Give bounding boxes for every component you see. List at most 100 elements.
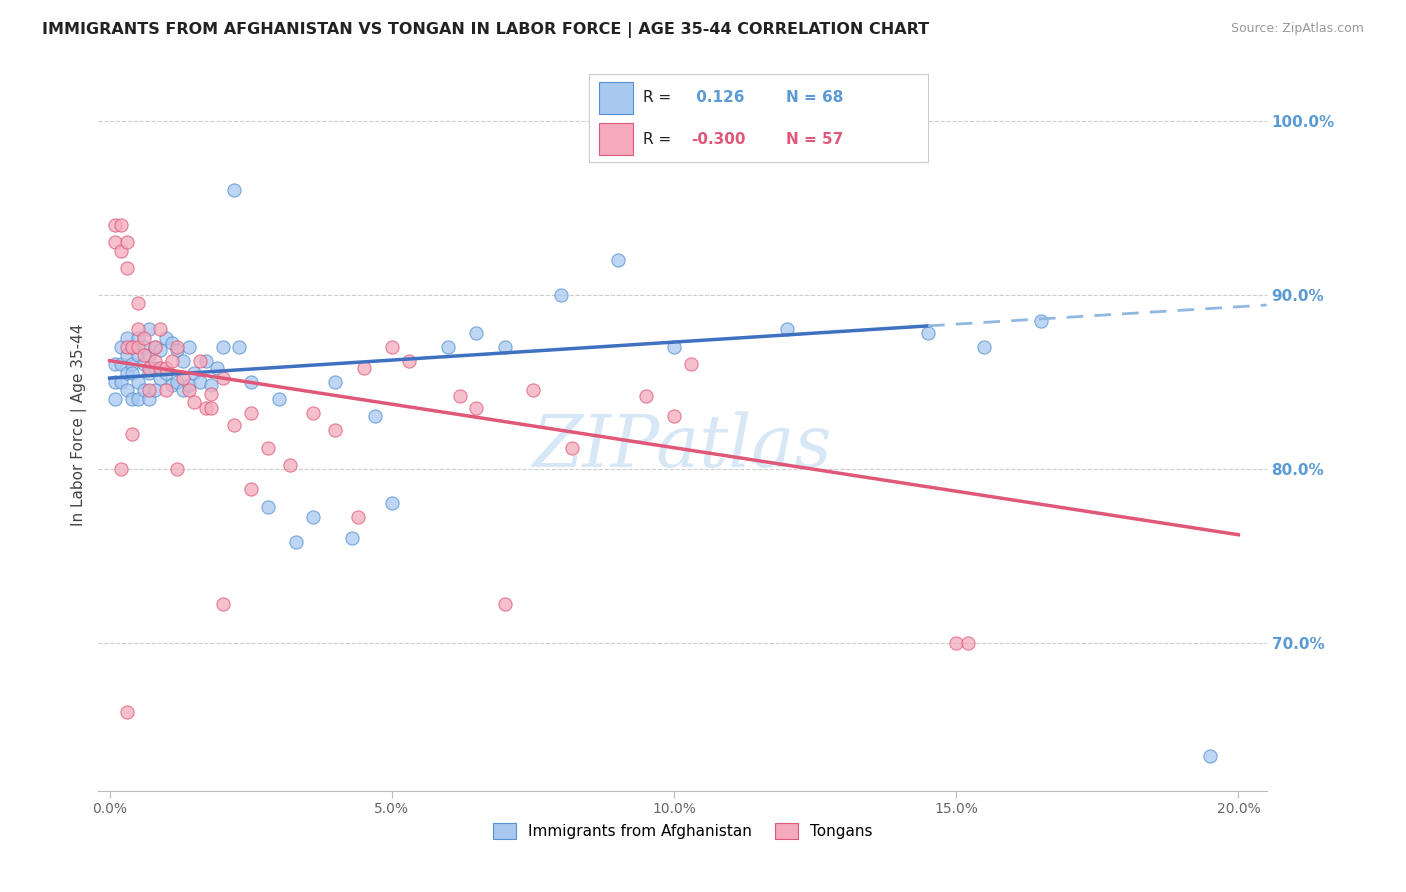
- Point: [325, 375, 347, 389]
- Point: [138, 384, 160, 398]
- Point: [132, 340, 155, 354]
- Point: [110, 375, 132, 389]
- Text: Source: ZipAtlas.com: Source: ZipAtlas.com: [1230, 22, 1364, 36]
- Point: [138, 366, 160, 380]
- Point: [347, 510, 370, 524]
- Point: [662, 340, 685, 354]
- Point: [353, 360, 375, 375]
- Point: [115, 235, 138, 250]
- Point: [155, 384, 177, 398]
- Point: [149, 360, 172, 375]
- Point: [228, 340, 250, 354]
- Point: [143, 340, 166, 354]
- Point: [143, 340, 166, 354]
- Point: [149, 371, 172, 385]
- Point: [110, 218, 132, 232]
- Point: [284, 534, 307, 549]
- Point: [177, 340, 200, 354]
- Point: [160, 378, 183, 392]
- Point: [917, 326, 939, 340]
- Point: [121, 340, 143, 354]
- Point: [177, 384, 200, 398]
- Point: [104, 218, 127, 232]
- Point: [149, 343, 172, 358]
- Point: [634, 388, 657, 402]
- Point: [1029, 313, 1052, 327]
- Point: [104, 392, 127, 406]
- Point: [104, 375, 127, 389]
- Point: [110, 244, 132, 258]
- Point: [104, 357, 127, 371]
- Point: [132, 357, 155, 371]
- Text: IMMIGRANTS FROM AFGHANISTAN VS TONGAN IN LABOR FORCE | AGE 35-44 CORRELATION CHA: IMMIGRANTS FROM AFGHANISTAN VS TONGAN IN…: [42, 22, 929, 38]
- Point: [155, 331, 177, 345]
- Point: [662, 409, 685, 424]
- Point: [138, 349, 160, 363]
- Point: [205, 360, 228, 375]
- Point: [194, 353, 217, 368]
- Y-axis label: In Labor Force | Age 35-44: In Labor Force | Age 35-44: [72, 324, 87, 526]
- Point: [550, 287, 572, 301]
- Point: [155, 366, 177, 380]
- Point: [494, 340, 516, 354]
- Point: [437, 340, 460, 354]
- Point: [143, 360, 166, 375]
- Point: [172, 353, 194, 368]
- Point: [155, 360, 177, 375]
- Point: [127, 296, 149, 310]
- Point: [267, 392, 290, 406]
- Point: [301, 510, 323, 524]
- Point: [132, 331, 155, 345]
- Point: [115, 366, 138, 380]
- Point: [121, 392, 143, 406]
- Point: [256, 441, 278, 455]
- Point: [127, 392, 149, 406]
- Point: [143, 384, 166, 398]
- Point: [211, 598, 233, 612]
- Point: [398, 353, 420, 368]
- Point: [200, 386, 222, 401]
- Point: [325, 423, 347, 437]
- Point: [127, 349, 149, 363]
- Point: [211, 340, 233, 354]
- Point: [143, 353, 166, 368]
- Point: [522, 384, 544, 398]
- Point: [166, 461, 188, 475]
- Point: [132, 384, 155, 398]
- Point: [110, 340, 132, 354]
- Point: [110, 357, 132, 371]
- Point: [465, 401, 488, 415]
- Point: [172, 384, 194, 398]
- Point: [166, 340, 188, 354]
- Point: [256, 500, 278, 514]
- Point: [121, 426, 143, 441]
- Point: [956, 635, 979, 649]
- Point: [381, 496, 404, 510]
- Point: [172, 371, 194, 385]
- Point: [364, 409, 387, 424]
- Text: ZIPatlas: ZIPatlas: [533, 412, 832, 483]
- Point: [115, 384, 138, 398]
- Point: [138, 392, 160, 406]
- Point: [222, 183, 245, 197]
- Point: [465, 326, 488, 340]
- Point: [561, 441, 583, 455]
- Point: [160, 336, 183, 351]
- Point: [776, 322, 799, 336]
- Point: [160, 353, 183, 368]
- Point: [239, 483, 262, 497]
- Point: [301, 406, 323, 420]
- Point: [188, 353, 211, 368]
- Point: [127, 322, 149, 336]
- Point: [121, 340, 143, 354]
- Point: [211, 371, 233, 385]
- Point: [110, 461, 132, 475]
- Point: [679, 357, 702, 371]
- Point: [183, 395, 205, 409]
- Point: [222, 418, 245, 433]
- Point: [200, 401, 222, 415]
- Point: [127, 375, 149, 389]
- Point: [494, 598, 516, 612]
- Point: [132, 349, 155, 363]
- Point: [166, 375, 188, 389]
